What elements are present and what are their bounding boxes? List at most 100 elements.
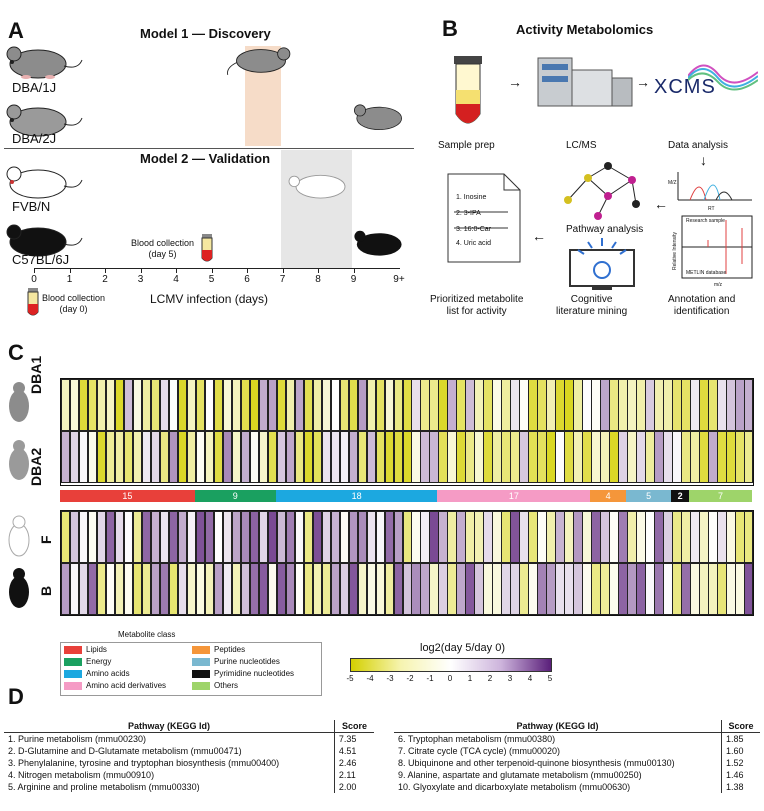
heatmap-cell [663,563,673,615]
heatmap-cell [627,431,637,483]
heatmap-cell [600,431,610,483]
heatmap-cell [438,511,448,563]
heatmap-cell [195,379,206,431]
lcms-instrument-icon [537,57,633,107]
model2-title: Model 2 — Validation [140,151,271,166]
timeline-tick-label: 7 [279,274,286,285]
heatmap-cell [582,379,592,431]
heatmap-cell [591,379,601,431]
chromatogram-icon [677,172,752,201]
heatmap-cell [321,563,332,615]
mouse-icon-c57 [6,224,83,257]
heatmap-cell [222,431,233,483]
heatmap-cell [600,511,610,563]
metabolite-item-4: 4. Uric acid [456,240,492,247]
mouse-icon-dba2-heat [9,440,29,480]
legend-label: Amino acids [86,669,130,678]
heatmap-cell [429,563,439,615]
heatmap-cell [474,563,484,615]
heatmap-cell [564,379,574,431]
heatmap-cell [627,379,637,431]
heatmap-cell [546,563,556,615]
mouse-icon-fvb-heat [8,515,30,557]
heatmap-cell [402,563,412,615]
heatmap-cell [357,379,368,431]
heatmap-cell [132,431,143,483]
table-row: 4. Nitrogen metabolism (mmu00910) 2.11 [4,769,374,781]
timeline-tick [34,268,35,273]
pathway-analysis-label: Pathway analysis [566,224,644,235]
heatmap-cell [195,431,206,483]
heatmap-cell [645,511,655,563]
heatmap-cell [393,379,403,431]
timeline-tick-label: 8 [315,274,321,285]
heatmap-cell [330,379,341,431]
heatmap-cell [231,563,242,615]
heatmap-cell [168,563,179,615]
heatmap-cell [294,431,305,483]
heatmap-cell [267,563,278,615]
heatmap-cell [447,511,457,563]
heatmap-cell [96,379,107,431]
header-score-right: Score [721,720,760,733]
heatmap-cell [609,511,619,563]
heatmap-cell [492,379,502,431]
heatmap-cell [150,379,161,431]
heatmap-cell [132,563,143,615]
arrow-down-icon: ↓ [700,152,707,168]
heatmap-cell [168,379,179,431]
timeline-tick [353,268,355,273]
heatmap-cell [402,511,412,563]
heatmap-dba [60,378,754,486]
heatmap-cell [258,431,269,483]
heatmap-cell [447,563,457,615]
heatmap-cell [447,379,457,431]
heatmap-cell [474,511,484,563]
heatmap-cell [105,563,116,615]
heatmap-cell [681,379,691,431]
heatmap-cell [123,511,134,563]
heatmap-cell [276,379,287,431]
model1-title: Model 1 — Discovery [140,26,271,41]
heatmap-cell [150,431,161,483]
heatmap-cell [159,563,170,615]
heatmap-cell [402,379,412,431]
heatmap-cell [600,563,610,615]
heatmap-cell [123,563,134,615]
heatmap-cell [258,563,269,615]
heatmap-cell [321,431,332,483]
timeline-tick [247,268,248,273]
model-divider [4,148,414,149]
color-scale-tick-label: 5 [547,674,553,683]
heatmap-cell [717,563,727,615]
heatmap-cell [141,379,152,431]
heatmap-cell [303,563,314,615]
heatmap-cell [186,511,197,563]
heatmap-cell [168,511,179,563]
timeline-tick-label: 0 [31,274,37,285]
legend-swatch [192,670,210,678]
heatmap-cell [61,563,71,615]
timeline-axis [34,268,400,269]
heatmap-cell [672,563,682,615]
timeline-tick-label: 4 [173,274,179,285]
heatmap-cell [528,431,538,483]
heatmap-cell [213,511,224,563]
heatmap-cell [429,379,439,431]
color-scale-tick-label: -4 [366,674,374,683]
heatmap-cell [375,563,386,615]
heatmap-cell [735,431,745,483]
data-analysis-label: Data analysis [668,140,729,151]
heatmap-cell [393,563,403,615]
heatmap-cell [231,379,242,431]
spectrum-bottom-label: METLIN database [686,270,727,276]
timeline-tick-label: 1 [66,274,73,285]
heatmap-cell [609,379,619,431]
heatmap-cell [690,511,700,563]
strain-label-dba1: DBA/1J [12,80,57,95]
heatmap-cell [510,379,520,431]
timeline-tick [140,268,142,273]
heatmap-cell [384,431,395,483]
heatmap-cell [555,511,565,563]
heatmap-cell [726,431,736,483]
